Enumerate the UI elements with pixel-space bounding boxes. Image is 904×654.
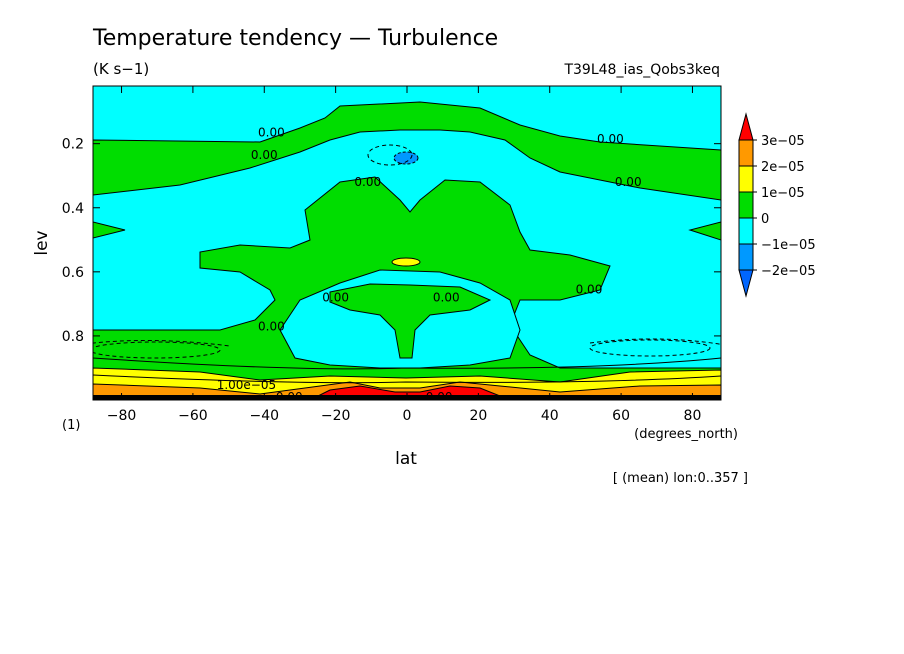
colorbar-label: −1e−05 — [761, 238, 816, 253]
colorbar-label: 1e−05 — [761, 186, 805, 201]
y-axis-label: lev — [32, 230, 52, 255]
scale-note: (1) — [62, 418, 80, 433]
mid-positive-cell — [391, 257, 421, 267]
colorbar-swatch — [738, 191, 754, 219]
colorbar-swatch — [738, 269, 754, 298]
right-lobe — [688, 221, 721, 241]
contour-label: 0.00 — [251, 148, 278, 162]
colorbar-swatch — [738, 139, 754, 167]
units-label: (K s−1) — [93, 60, 149, 78]
x-tick-label: 0 — [403, 408, 412, 424]
x-tick-label: −20 — [321, 408, 351, 424]
colorbar-swatch — [738, 243, 754, 271]
left-lobe — [93, 221, 126, 239]
contour-label: 0.00 — [615, 175, 642, 189]
colorbar-label: 2e−05 — [761, 160, 805, 175]
y-tick-label: 0.4 — [62, 201, 84, 217]
run-id-label: T39L48_ias_Qobs3keq — [563, 62, 720, 78]
colorbar-swatch — [738, 165, 754, 193]
contour-label: 0.00 — [354, 175, 381, 189]
x-tick-label: 20 — [469, 408, 487, 424]
colorbar-swatch — [738, 112, 754, 141]
contour-label: 0.00 — [258, 319, 285, 333]
contour-label: 0.00 — [276, 390, 303, 404]
x-axis: −80 −60 −40 −20 0 20 40 60 80 — [107, 86, 702, 424]
x-tick-label: −40 — [249, 408, 279, 424]
contour-label: 0.00 — [258, 125, 285, 139]
dashed-negative-contours — [93, 144, 721, 359]
y-axis: 0.2 0.4 0.6 0.8 — [62, 137, 721, 345]
colorbar-legend: 3e−05 2e−05 1e−05 0 −1e−05 −2e−05 — [738, 112, 816, 298]
x-tick-label: −60 — [178, 408, 208, 424]
chart-title: Temperature tendency — Turbulence — [92, 26, 498, 51]
colorbar-swatch — [738, 217, 754, 245]
stem-positive-region — [329, 283, 492, 359]
contour-label: 0.00 — [426, 390, 453, 404]
x-tick-label: −80 — [107, 408, 137, 424]
contour-field: 0.000.000.000.000.000.00 0.000.000.001.00… — [93, 86, 721, 404]
footnote: [ (mean) lon:0..357 ] — [613, 471, 748, 486]
upper-positive-region — [93, 101, 721, 201]
contour-label: 0.00 — [433, 290, 460, 304]
contour-label: 0.00 — [322, 290, 349, 304]
colorbar-label: 0 — [761, 212, 769, 227]
x-axis-label: lat — [395, 449, 417, 469]
x-tick-label: 40 — [541, 408, 559, 424]
y-tick-label: 0.2 — [62, 137, 84, 153]
contour-label: 0.00 — [576, 282, 603, 296]
x-unit-label: (degrees_north) — [634, 427, 738, 442]
y-tick-label: 0.8 — [62, 329, 84, 345]
contour-label: 0.00 — [597, 132, 624, 146]
y-tick-label: 0.6 — [62, 265, 84, 281]
colorbar-label: 3e−05 — [761, 134, 805, 149]
colorbar-label: −2e−05 — [761, 264, 816, 279]
contour-label: 1.00e−05 — [217, 378, 276, 392]
solid-contour-lines — [93, 357, 721, 384]
contour-labels: 0.000.000.000.000.000.00 0.000.000.001.00… — [217, 125, 642, 404]
x-tick-label: 80 — [684, 408, 702, 424]
x-tick-label: 60 — [612, 408, 630, 424]
